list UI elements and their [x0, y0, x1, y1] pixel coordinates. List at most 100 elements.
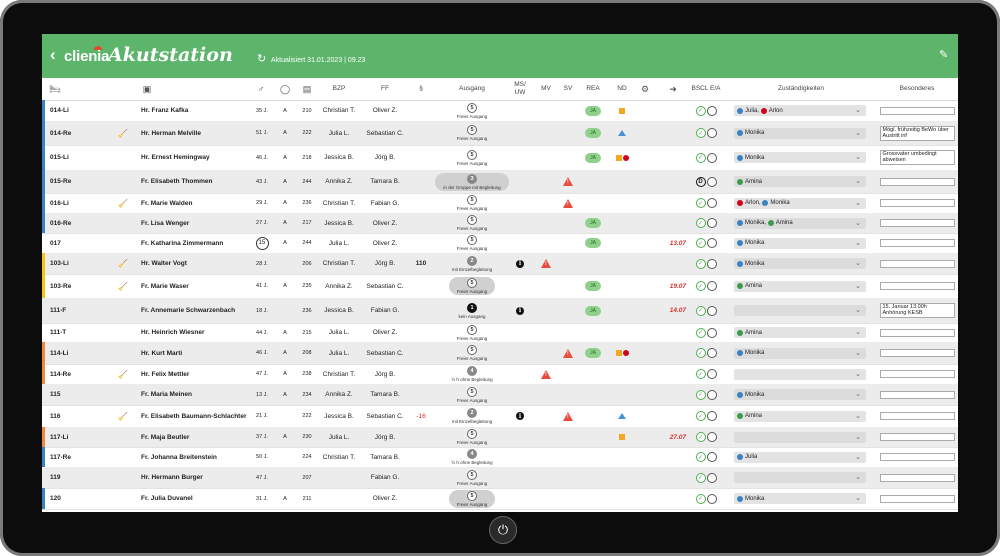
person-settings-icon[interactable]: ⚙ — [640, 84, 650, 94]
bscl-cell[interactable]: ✓ — [692, 213, 720, 233]
chevron-down-icon[interactable]: ⌄ — [855, 199, 861, 207]
bscl-empty-icon[interactable] — [706, 238, 717, 248]
ausgang-cell[interactable]: 5 Freier Ausgang — [433, 384, 511, 405]
table-row[interactable]: 117-Re Fr. Johanna Breitenstein 50 J. 224 Ch… — [42, 447, 958, 468]
ausgang-cell[interactable]: 4 ½ h ohne Begleitung — [433, 447, 511, 467]
bed-icon[interactable]: 🛏 — [49, 84, 61, 94]
bscl-empty-icon[interactable] — [706, 411, 717, 421]
ausgang-cell[interactable]: 5 Freier Ausgang — [433, 488, 511, 509]
ausgang-cell[interactable]: 4 ½ h ohne Begleitung — [433, 364, 511, 384]
patient-name-cell[interactable]: Hr. Hermann Burger — [141, 467, 203, 488]
zustaendigkeit-select[interactable]: Julia, Arlon ⌄ — [734, 105, 866, 116]
bscl-check-icon[interactable]: ✓ — [695, 152, 706, 163]
bscl-check-icon[interactable]: ✓ — [695, 493, 706, 504]
ausgang-cell[interactable]: 5 Freier Ausgang — [433, 145, 511, 170]
bscl-empty-icon[interactable] — [706, 452, 717, 462]
besonderes-input[interactable] — [879, 282, 955, 290]
calendar-icon[interactable]: ▤ — [302, 84, 312, 94]
ausgang-cell[interactable]: 5 Freier Ausgang — [433, 193, 511, 213]
bscl-check-icon[interactable]: ✓ — [695, 281, 706, 291]
bscl-cell[interactable]: ✓ — [692, 193, 720, 213]
table-row[interactable]: 111-T Hr. Heinrich Wiesner 44 J. A 215 Julia … — [42, 323, 958, 343]
patient-name-cell[interactable]: Hr. Franz Kafka — [141, 100, 188, 121]
ausgang-cell[interactable]: 5 Freier Ausgang — [433, 233, 511, 253]
col-paragraph[interactable]: § — [419, 85, 423, 92]
bscl-check-icon[interactable]: ✓ — [695, 128, 706, 138]
table-row[interactable]: 015-Li Hr. Ernest Hemingway 46 J. A 218 Jessi… — [42, 145, 958, 171]
age-icon[interactable]: ♂ — [257, 84, 265, 94]
zustaendigkeit-select[interactable]: ⌄ — [734, 472, 866, 483]
bscl-empty-icon[interactable] — [706, 128, 717, 138]
patient-name-cell[interactable]: Fr. Johanna Breitenstein — [141, 447, 217, 467]
ausgang-cell[interactable]: 5 Freier Ausgang — [433, 274, 511, 298]
col-zustaendigkeiten[interactable]: Zuständigkeiten — [778, 85, 824, 92]
bscl-check-icon[interactable]: ✓ — [695, 327, 706, 338]
table-row[interactable]: 115 Fr. Maria Meinen 13 J. A 234 Annika Z. Tam… — [42, 384, 958, 406]
chevron-down-icon[interactable]: ⌄ — [855, 178, 861, 185]
patient-name-cell[interactable]: Fr. Lisa Wenger — [141, 213, 189, 233]
zustaendigkeit-select[interactable]: Monika ⌄ — [734, 237, 866, 249]
bscl-empty-icon[interactable] — [706, 176, 717, 187]
bscl-empty-icon[interactable] — [706, 105, 717, 116]
ausgang-cell[interactable]: 2 mit Einzelbegleitung — [433, 405, 511, 427]
chevron-down-icon[interactable]: ⌄ — [855, 329, 861, 336]
col-bzp[interactable]: BZP — [332, 85, 346, 92]
info-icon[interactable]: i — [516, 259, 524, 268]
rea-badge[interactable]: JA — [585, 128, 601, 138]
ausgang-pill[interactable]: 3 in der Gruppe mit Begleitung — [435, 172, 509, 191]
chevron-down-icon[interactable]: ⌄ — [855, 239, 861, 247]
chevron-down-icon[interactable]: ⌄ — [855, 129, 861, 137]
bscl-cell[interactable]: ✓ — [692, 323, 720, 342]
zustaendigkeit-select[interactable]: ⌄ — [734, 368, 866, 380]
info-icon[interactable]: i — [516, 306, 524, 315]
rea-badge[interactable]: JA — [585, 305, 601, 316]
table-row[interactable]: 103-Re 🧹 Fr. Marie Waser 41 J. A 235 Annika Z.… — [42, 274, 958, 299]
back-icon[interactable]: ‹ — [50, 45, 56, 64]
chevron-down-icon[interactable]: ⌄ — [855, 282, 861, 290]
bscl-check-icon[interactable]: ✓ — [695, 432, 706, 442]
besonderes-input[interactable] — [879, 328, 955, 337]
table-row[interactable]: 114-Re 🧹 Hr. Felix Mettler 47 J. A 238 Christi… — [42, 364, 958, 385]
chevron-down-icon[interactable]: ⌄ — [855, 260, 861, 267]
zustaendigkeit-select[interactable]: Amina ⌄ — [734, 410, 866, 422]
chevron-down-icon[interactable]: ⌄ — [855, 219, 861, 227]
bscl-check-icon[interactable]: ✓ — [695, 105, 706, 116]
edit-icon[interactable]: ✎ — [939, 49, 949, 61]
bscl-empty-icon[interactable] — [706, 258, 717, 269]
ausgang-cell[interactable]: 1 kein Ausgang — [433, 298, 511, 323]
table-row[interactable]: 014-Re 🧹 Hr. Herman Melville 51 J. A 222 Julia… — [42, 121, 958, 146]
table-row[interactable]: 103-Li 🧹 Hr. Walter Vogt 28 J. 206 Christian … — [42, 253, 958, 275]
bscl-check-icon[interactable]: ✓ — [695, 411, 706, 421]
bscl-cell[interactable]: ✓ — [692, 274, 720, 298]
col-ms-uw[interactable]: MS/ UW — [514, 81, 526, 96]
chevron-down-icon[interactable]: ⌄ — [855, 154, 861, 161]
chevron-down-icon[interactable]: ⌄ — [855, 474, 861, 481]
bscl-empty-icon[interactable] — [706, 472, 717, 483]
besonderes-input[interactable] — [879, 239, 955, 247]
besonderes-input[interactable] — [879, 390, 955, 399]
patient-name-cell[interactable]: Hr. Ernest Hemingway — [141, 145, 210, 170]
ausgang-cell[interactable]: 5 Freier Ausgang — [433, 121, 511, 145]
bscl-empty-icon[interactable] — [706, 327, 717, 338]
bscl-cell[interactable]: ✓ — [692, 447, 720, 467]
besonderes-input[interactable] — [879, 494, 955, 503]
zustaendigkeit-select[interactable]: ⌄ — [734, 305, 866, 316]
ausgang-pill[interactable]: 5 Freier Ausgang — [448, 489, 496, 508]
patient-name-cell[interactable]: Hr. Heinrich Wiesner — [141, 323, 205, 342]
table-row[interactable]: 111-F Fr. Annemarie Schwarzenbach 18 J. 236… — [42, 298, 958, 324]
zustaendigkeit-select[interactable]: Monika ⌄ — [734, 389, 866, 400]
patient-name-cell[interactable]: Fr. Maja Beutler — [141, 427, 189, 447]
bscl-cell[interactable]: D — [692, 170, 720, 193]
ausgang-cell[interactable]: 5 Freier Ausgang — [433, 100, 511, 121]
patient-name-cell[interactable]: Fr. Elisabeth Thommen — [141, 170, 213, 193]
exit-icon[interactable]: ➜ — [669, 84, 677, 94]
chevron-down-icon[interactable]: ⌄ — [855, 412, 861, 420]
patient-name-cell[interactable]: Fr. Annemarie Schwarzenbach — [141, 298, 235, 323]
besonderes-input[interactable] — [879, 219, 955, 227]
table-row[interactable]: 114-Li Hr. Kurt Marti 46 J. A 208 Julia L. Seb… — [42, 342, 958, 365]
id-card-icon[interactable]: ▣ — [142, 84, 152, 94]
zustaendigkeit-select[interactable]: Monika ⌄ — [734, 258, 866, 269]
chevron-down-icon[interactable]: ⌄ — [855, 391, 861, 398]
bscl-empty-icon[interactable] — [706, 305, 717, 316]
table-row[interactable]: 015-Re Fr. Elisabeth Thommen 43 J. A 244 Anni… — [42, 170, 958, 194]
